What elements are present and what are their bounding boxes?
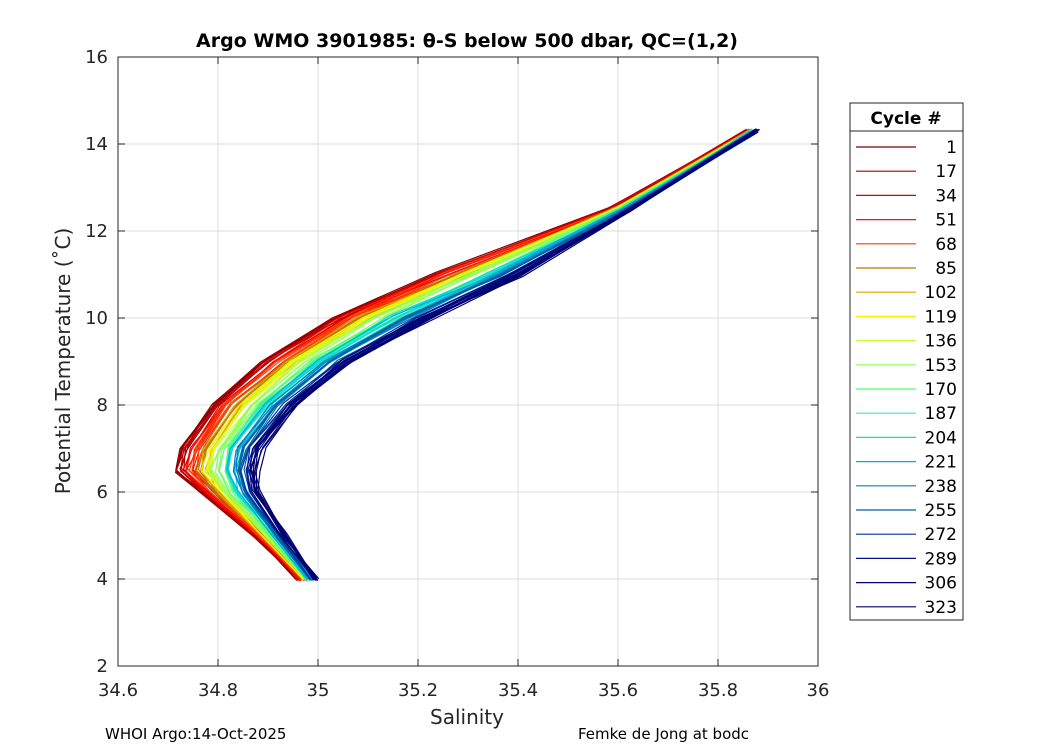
y-tick-label: 12 <box>85 221 108 242</box>
legend-label: 85 <box>935 259 957 279</box>
legend-items: 1 17 34 51 68 85 102 119 136 153 170 187 204 221 238 25… <box>856 138 957 618</box>
profile-line <box>238 132 754 580</box>
plot-frame <box>117 56 819 667</box>
legend-label: 221 <box>925 453 957 473</box>
profile-line <box>209 132 751 578</box>
y-axis-ticks: 2 4 6 8 10 12 14 16 <box>85 47 818 677</box>
legend-label: 51 <box>935 211 957 231</box>
x-tick-label: 35.4 <box>498 680 538 701</box>
x-tick-label: 36 <box>807 680 830 701</box>
legend-label: 204 <box>925 428 957 448</box>
profile-line <box>233 131 757 579</box>
legend-label: 323 <box>925 598 957 618</box>
legend-label: 289 <box>925 549 957 569</box>
profile-line <box>218 131 752 581</box>
profile-line <box>232 130 757 579</box>
y-tick-label: 10 <box>85 308 108 329</box>
x-tick-label: 35.2 <box>398 680 438 701</box>
profile-line <box>226 130 752 580</box>
y-tick-label: 2 <box>97 656 108 677</box>
profile-line <box>208 131 755 580</box>
profile-line <box>234 131 758 579</box>
legend-label: 272 <box>925 525 957 545</box>
x-tick-label: 35.8 <box>698 680 738 701</box>
y-tick-label: 16 <box>85 47 108 68</box>
profile-line <box>188 130 752 581</box>
x-tick-label: 34.8 <box>198 680 238 701</box>
profile-line <box>254 131 759 581</box>
legend-label: 187 <box>925 404 957 424</box>
footer-author: Femke de Jong at bodc <box>578 725 750 743</box>
legend-label: 238 <box>925 477 957 497</box>
y-tick-label: 4 <box>97 569 108 590</box>
profile-curves <box>174 128 760 582</box>
profile-line <box>239 128 758 579</box>
profile-line <box>253 129 757 579</box>
profile-line <box>209 129 754 580</box>
x-tick-label: 35.6 <box>598 680 638 701</box>
x-tick-label: 35 <box>307 680 330 701</box>
profile-line <box>181 129 748 582</box>
chart-title: Argo WMO 3901985: θ-S below 500 dbar, QC… <box>196 30 738 52</box>
legend-label: 1 <box>946 138 957 158</box>
profile-line <box>180 128 747 580</box>
profile-line <box>247 130 758 578</box>
x-axis-label: Salinity <box>430 705 504 729</box>
y-tick-label: 14 <box>85 134 108 155</box>
legend-label: 170 <box>925 380 957 400</box>
x-tick-label: 34.6 <box>98 680 138 701</box>
legend-label: 119 <box>925 307 957 327</box>
legend-label: 136 <box>925 332 957 352</box>
profile-line <box>225 131 754 580</box>
legend-title: Cycle # <box>870 109 941 129</box>
y-axis-label: Potential Temperature (˚C) <box>51 228 75 495</box>
legend: Cycle # 1 17 34 51 68 85 102 119 136 153 170 187 204… <box>849 102 964 621</box>
profile-line <box>209 130 756 579</box>
footer-source: WHOI Argo:14-Oct-2025 <box>105 725 287 743</box>
x-axis-ticks: 34.6 34.8 35 35.2 35.4 35.6 35.8 36 <box>98 57 829 701</box>
y-tick-label: 8 <box>97 395 108 416</box>
legend-label: 68 <box>935 235 957 255</box>
profile-line <box>179 130 748 578</box>
profile-line <box>200 131 752 581</box>
legend-label: 102 <box>925 283 957 303</box>
legend-label: 255 <box>925 501 957 521</box>
legend-label: 153 <box>925 356 957 376</box>
legend-label: 17 <box>935 162 957 182</box>
legend-label: 306 <box>925 574 957 594</box>
legend-label: 34 <box>935 186 957 206</box>
profile-line <box>207 130 755 578</box>
profile-line <box>179 130 751 578</box>
grid-lines <box>117 56 819 667</box>
y-tick-label: 6 <box>97 482 108 503</box>
